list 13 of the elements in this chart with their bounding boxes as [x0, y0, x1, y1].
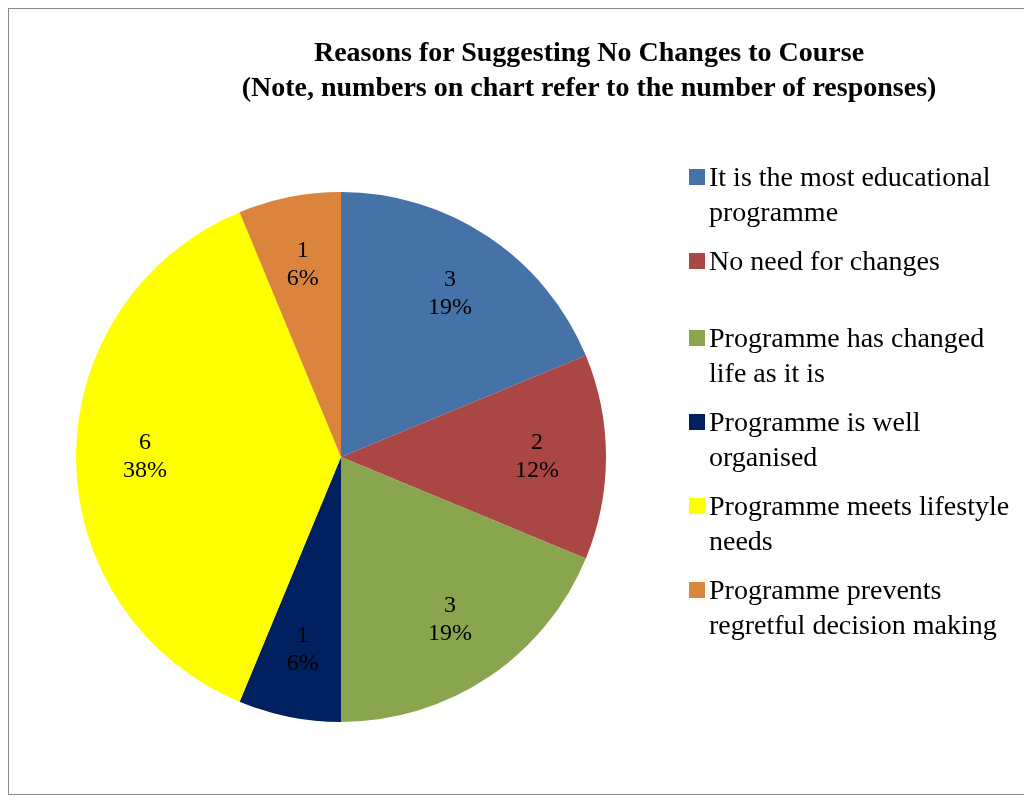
- legend-label: Programme has changed life as it is: [709, 321, 986, 390]
- data-label: 3 19%: [427, 265, 472, 320]
- chart-title: Reasons for Suggesting No Changes to Course (Note, numbers on chart refer to the number of responses): [240, 35, 938, 104]
- legend-label: Programme meets lifestyle needs: [709, 489, 1011, 558]
- legend-label: Programme is well organised: [709, 405, 922, 474]
- data-label: 6 38%: [122, 428, 167, 483]
- data-label: 2 12%: [515, 428, 560, 483]
- legend-label: No need for changes: [709, 244, 940, 278]
- legend-label: It is the most educational programme: [709, 160, 992, 229]
- data-label: 1 6%: [286, 235, 319, 290]
- legend-label: Programme prevents regretful decision making: [709, 573, 998, 642]
- data-label: 1 6%: [286, 620, 319, 675]
- data-label: 3 19%: [427, 591, 472, 646]
